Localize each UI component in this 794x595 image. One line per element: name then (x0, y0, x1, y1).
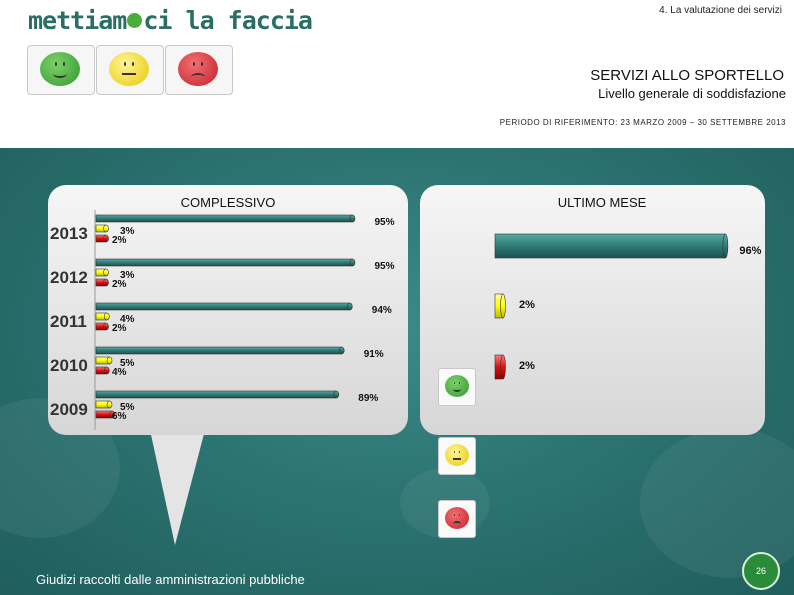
data-label: 4% (112, 367, 127, 378)
happy-face-icon (445, 375, 469, 397)
bar-neutral (95, 224, 109, 233)
sad-face-icon (178, 52, 218, 86)
neutral-face-icon (109, 52, 149, 86)
year-label: 2013 (50, 224, 88, 243)
neutral-face-icon (445, 444, 469, 466)
happy-face-box[interactable] (27, 45, 95, 95)
data-label: 4% (120, 314, 135, 325)
bar-unsatisfied (95, 322, 109, 331)
bar-satisfied (95, 214, 356, 223)
logo-face-dot (127, 13, 143, 28)
logo-text-end: ci la faccia (143, 6, 313, 35)
bar-neutral (95, 356, 113, 365)
data-label: 2% (112, 279, 127, 290)
footer-note: Giudizi raccolti dalle amministrazioni p… (36, 572, 305, 587)
data-label: 96% (739, 245, 761, 257)
data-label: 95% (375, 217, 395, 228)
sad-face-box[interactable] (165, 45, 233, 95)
bar-neutral (95, 268, 109, 277)
bar-neutral (95, 312, 110, 321)
next-page-button[interactable]: 26 (742, 552, 780, 590)
page-number: 26 (755, 566, 766, 576)
data-label: 2% (112, 235, 127, 246)
chart-title-ultimo-mese: ULTIMO MESE (558, 195, 647, 210)
logo-text-start: mettiam (28, 6, 127, 35)
year-label: 2010 (50, 356, 88, 375)
data-label: 91% (364, 349, 384, 360)
section-label: 4. La valutazione dei servizi (659, 5, 782, 16)
happy-face-icon (40, 52, 80, 86)
year-label: 2011 (50, 312, 87, 331)
page-title: SERVIZI ALLO SPORTELLO (590, 67, 784, 84)
bar-unsatisfied (95, 366, 110, 375)
data-label: 5% (120, 402, 135, 413)
bar-neutral (95, 400, 113, 409)
bar-ultimo-neutri (494, 293, 506, 319)
bar-satisfied (95, 258, 356, 267)
bar-satisfied (95, 346, 345, 355)
year-label: 2012 (50, 268, 88, 287)
data-label: 2% (519, 360, 535, 372)
data-label: 6% (112, 411, 127, 422)
data-label: 5% (120, 358, 135, 369)
chart-title-complessivo: COMPLESSIVO (181, 195, 276, 210)
neutral-face-box[interactable] (96, 45, 164, 95)
data-label: 94% (372, 305, 392, 316)
logo: mettiam ci la faccia (28, 6, 313, 35)
year-label: 2009 (50, 400, 88, 419)
bar-unsatisfied (95, 278, 109, 287)
data-label: 89% (358, 393, 378, 404)
data-label: 95% (375, 261, 395, 272)
bar-unsatisfied (95, 234, 109, 243)
ultimo-happy-box (438, 368, 476, 406)
page-subtitle: Livello generale di soddisfazione (598, 86, 786, 101)
data-label: 3% (120, 270, 135, 281)
bar-ultimo-soddisfatti (494, 233, 729, 259)
ultimo-neutral-box (438, 437, 476, 475)
data-label: 2% (112, 323, 127, 334)
sad-face-icon (445, 507, 469, 529)
speech-bubble-tail (150, 430, 205, 545)
bar-ultimo-insoddisfatti (494, 354, 506, 380)
bar-satisfied (95, 302, 353, 311)
header: mettiam ci la faccia 4. La valutazione de… (0, 0, 794, 148)
data-label: 2% (519, 299, 535, 311)
bar-satisfied (95, 390, 340, 399)
ultimo-sad-box (438, 500, 476, 538)
reference-period: PERIODO DI RIFERIMENTO: 23 MARZO 2009 – … (499, 118, 786, 127)
data-label: 3% (120, 226, 135, 237)
bar-unsatisfied (95, 410, 115, 419)
